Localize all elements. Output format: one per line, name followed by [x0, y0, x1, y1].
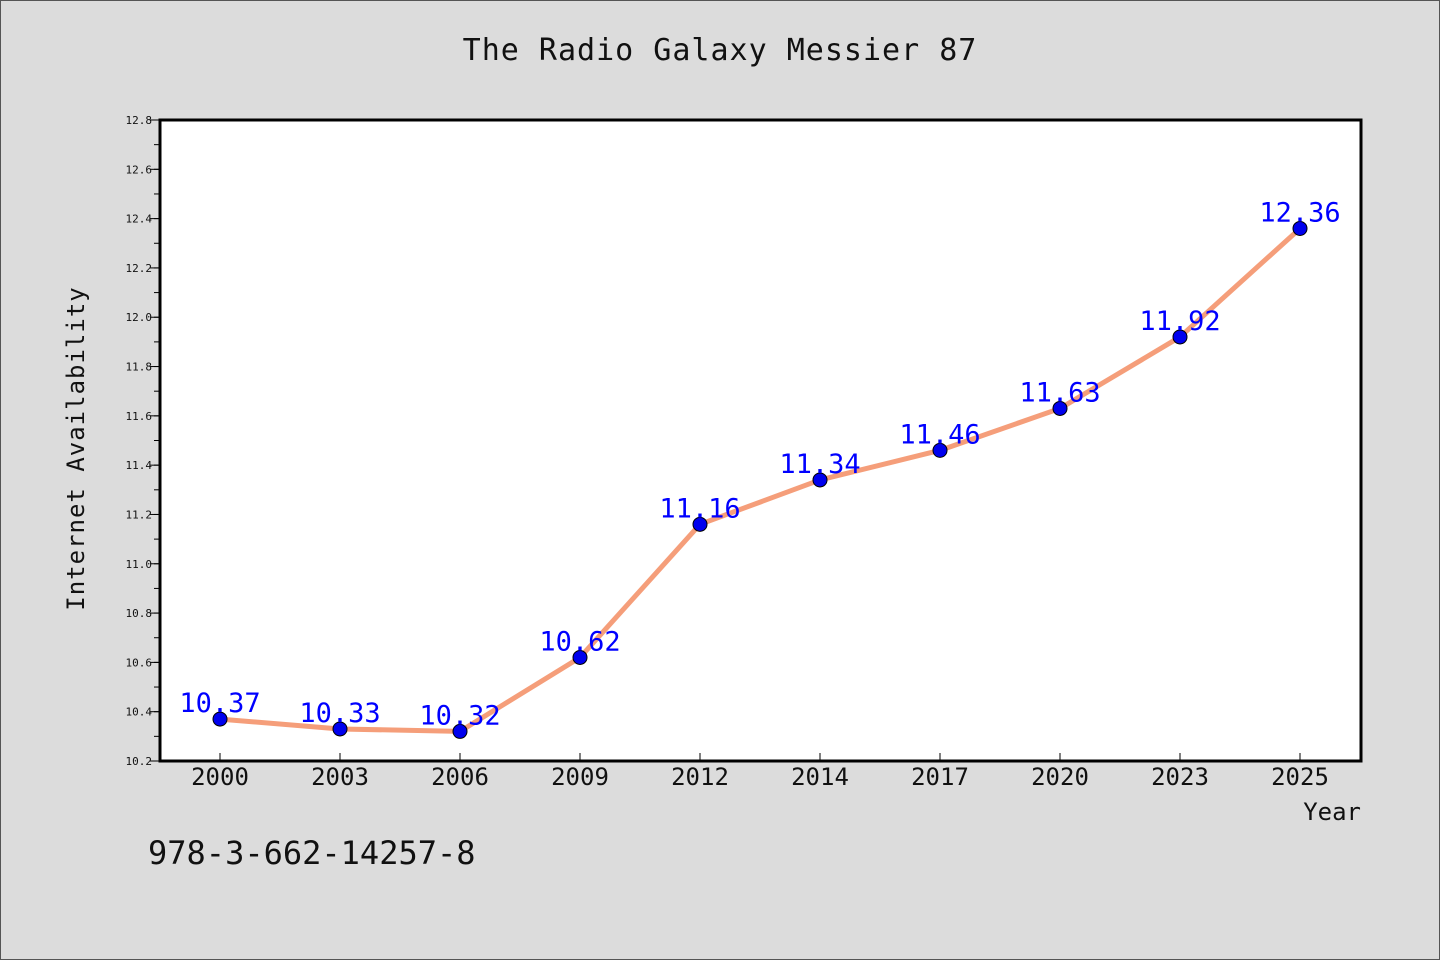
- series-line: [217, 225, 1303, 734]
- x-tick-label: 2006: [431, 763, 489, 791]
- plot-frame: [158, 118, 1363, 763]
- y-tick-label: 12.0: [126, 311, 153, 324]
- data-point: [692, 516, 708, 532]
- data-label: 11.16: [659, 493, 740, 524]
- y-tick-label: 12.8: [126, 114, 153, 127]
- data-labels: 10.37 10.33 10.32 10.62 11.16 11.34 11.46 11.63…: [179, 197, 1340, 731]
- data-point: [572, 649, 588, 665]
- data-label: 11.34: [779, 449, 860, 480]
- data-point: [932, 442, 948, 458]
- y-tick-label: 11.6: [126, 410, 153, 423]
- data-point: [1052, 400, 1068, 416]
- data-point: [332, 721, 348, 737]
- x-tick-label: 2003: [311, 763, 369, 791]
- data-label: 11.46: [899, 419, 980, 450]
- data-point: [812, 472, 828, 488]
- y-tick-label: 11.8: [126, 361, 153, 374]
- data-label: 12.36: [1259, 197, 1340, 228]
- y-tick-label: 10.4: [126, 706, 153, 719]
- data-label: 11.63: [1019, 377, 1100, 408]
- series-layer: [212, 220, 1308, 739]
- data-point: [1172, 329, 1188, 345]
- data-label: 11.92: [1139, 306, 1220, 337]
- y-tick-label: 10.8: [126, 607, 153, 620]
- y-tick-label: 10.6: [126, 656, 153, 669]
- y-axis-ticks: 10.2 10.4 10.6 10.8 11.0 11.2 11.4 11.6 11.8 12.0…: [126, 114, 160, 768]
- y-axis-label: Internet Availability: [62, 286, 90, 610]
- plot-area: [160, 120, 1361, 761]
- x-tick-label: 2020: [1031, 763, 1089, 791]
- x-tick-label: 2000: [191, 763, 249, 791]
- x-tick-label: 2025: [1271, 763, 1329, 791]
- chart-title: The Radio Galaxy Messier 87: [462, 33, 978, 68]
- y-tick-label: 11.4: [126, 459, 153, 472]
- data-point: [452, 723, 468, 739]
- y-tick-label: 12.6: [126, 163, 153, 176]
- y-tick-label: 11.0: [126, 558, 153, 571]
- data-point: [212, 711, 228, 727]
- x-tick-label: 2017: [911, 763, 969, 791]
- data-label: 10.37: [179, 688, 260, 719]
- data-label: 10.62: [539, 626, 620, 657]
- data-label: 10.33: [299, 698, 380, 729]
- x-tick-label: 2009: [551, 763, 609, 791]
- x-axis-label: Year: [1303, 798, 1361, 826]
- x-tick-label: 2023: [1151, 763, 1209, 791]
- data-label: 10.32: [419, 700, 500, 731]
- x-tick-label: 2014: [791, 763, 849, 791]
- x-axis-ticks: 2000 2003 2006 2009 2012 2014 2017 2020 2023 2025: [191, 753, 1329, 791]
- footer-text: 978-3-662-14257-8: [148, 834, 476, 872]
- y-tick-label: 11.2: [126, 508, 153, 521]
- y-tick-label: 12.2: [126, 262, 153, 275]
- y-tick-label: 10.2: [126, 755, 153, 768]
- x-tick-label: 2012: [671, 763, 729, 791]
- data-point: [1292, 220, 1308, 236]
- y-tick-label: 12.4: [126, 213, 153, 226]
